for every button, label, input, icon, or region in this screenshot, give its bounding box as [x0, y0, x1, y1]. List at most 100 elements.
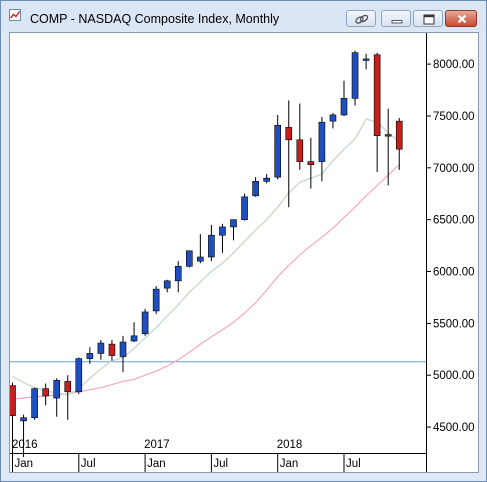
candle-body — [230, 219, 237, 228]
candle-body — [31, 388, 38, 419]
candle[interactable] — [395, 118, 403, 170]
candle[interactable] — [241, 193, 248, 221]
y-tick-label: 7500.00 — [433, 111, 475, 123]
candle-body — [340, 98, 348, 116]
candle-body — [53, 380, 61, 399]
x-year-label: 2016 — [12, 439, 38, 451]
candle-body — [20, 417, 27, 422]
link-button[interactable] — [346, 10, 376, 27]
candle-body — [152, 288, 160, 312]
candle-body — [329, 114, 337, 122]
candle-body — [318, 121, 326, 162]
candle[interactable] — [296, 103, 304, 170]
candle[interactable] — [75, 357, 83, 394]
candle-body — [174, 266, 182, 282]
candle-body — [97, 342, 105, 354]
candle-body — [285, 127, 293, 141]
minimize-icon — [391, 20, 403, 24]
candle-body — [241, 196, 248, 220]
candle-body — [351, 52, 359, 99]
x-month-label: Jan — [15, 458, 34, 470]
candle[interactable] — [152, 286, 160, 315]
close-icon — [457, 14, 467, 24]
candle-body — [130, 335, 138, 342]
candle-body — [373, 54, 381, 136]
candle[interactable] — [384, 108, 392, 186]
x-month-label: Jul — [81, 458, 96, 470]
candle[interactable] — [263, 174, 270, 184]
window-title: COMP - NASDAQ Composite Index, Monthly — [30, 12, 280, 26]
candle-body — [263, 177, 270, 182]
candle[interactable] — [274, 114, 282, 180]
candle-body — [119, 341, 127, 357]
x-month-label: Jul — [213, 458, 228, 470]
y-tick-label: 8000.00 — [433, 59, 475, 71]
candle[interactable] — [31, 387, 38, 420]
candle-body — [274, 124, 282, 178]
candle[interactable] — [373, 52, 381, 172]
x-month-label: Jul — [346, 458, 361, 470]
candle[interactable] — [362, 53, 370, 70]
candle[interactable] — [285, 100, 293, 208]
candle[interactable] — [174, 261, 182, 293]
candle[interactable] — [329, 112, 337, 129]
y-tick-label: 5500.00 — [433, 318, 475, 330]
candle[interactable] — [219, 223, 226, 253]
candle-body — [186, 250, 193, 267]
candle[interactable] — [307, 137, 315, 189]
candle-body — [362, 58, 370, 61]
candle[interactable] — [141, 308, 149, 336]
candle-body — [64, 381, 72, 393]
candle-body — [75, 358, 83, 393]
x-month-label: Jan — [280, 458, 299, 470]
candle[interactable] — [130, 322, 138, 343]
y-tick-label: 5000.00 — [433, 370, 475, 382]
candle-body — [197, 256, 204, 262]
candle[interactable] — [230, 219, 237, 241]
candle[interactable] — [197, 234, 204, 264]
candle[interactable] — [208, 224, 215, 262]
maximize-icon — [423, 14, 435, 25]
plot-area[interactable] — [10, 33, 426, 453]
candle[interactable] — [10, 382, 16, 453]
candle-body — [141, 311, 149, 335]
y-tick-label: 6000.00 — [433, 267, 475, 279]
candle[interactable] — [97, 339, 105, 360]
candle-body — [42, 388, 49, 397]
candle-body — [208, 234, 215, 258]
link-icon — [355, 14, 369, 24]
candle[interactable] — [86, 347, 94, 364]
candle-body — [252, 180, 259, 197]
candle-body — [10, 385, 16, 416]
x-month-label: Jan — [147, 458, 166, 470]
candle[interactable] — [20, 414, 27, 458]
candle[interactable] — [108, 339, 116, 361]
candle-body — [296, 139, 304, 162]
y-tick-label: 7000.00 — [433, 163, 475, 175]
maximize-button[interactable] — [413, 10, 443, 27]
close-button[interactable] — [445, 10, 477, 27]
minimize-button[interactable] — [381, 10, 411, 27]
candle[interactable] — [163, 279, 171, 293]
candle[interactable] — [252, 177, 259, 197]
candle[interactable] — [186, 250, 193, 268]
candle[interactable] — [318, 117, 326, 182]
chart-app-icon — [9, 9, 21, 21]
candle-body — [86, 353, 94, 359]
candle-body — [307, 161, 315, 166]
candle-body — [395, 120, 403, 150]
candle[interactable] — [42, 383, 49, 406]
candle[interactable] — [64, 375, 72, 420]
moving-average-long-line — [12, 164, 400, 400]
y-tick-label: 4500.00 — [433, 422, 475, 434]
candle[interactable] — [53, 378, 61, 417]
candle[interactable] — [351, 50, 359, 106]
candle-body — [108, 343, 116, 356]
title-bar[interactable]: COMP - NASDAQ Composite Index, Monthly — [1, 1, 486, 31]
candle-body — [384, 134, 392, 137]
chart-panel[interactable]: 4500.00 5000.00 5500.00 6000.00 6500.00 7000.… — [9, 32, 479, 473]
candle[interactable] — [119, 335, 127, 373]
candle[interactable] — [340, 80, 348, 116]
candlestick-chart[interactable]: 4500.00 5000.00 5500.00 6000.00 6500.00 7000.… — [10, 33, 478, 472]
